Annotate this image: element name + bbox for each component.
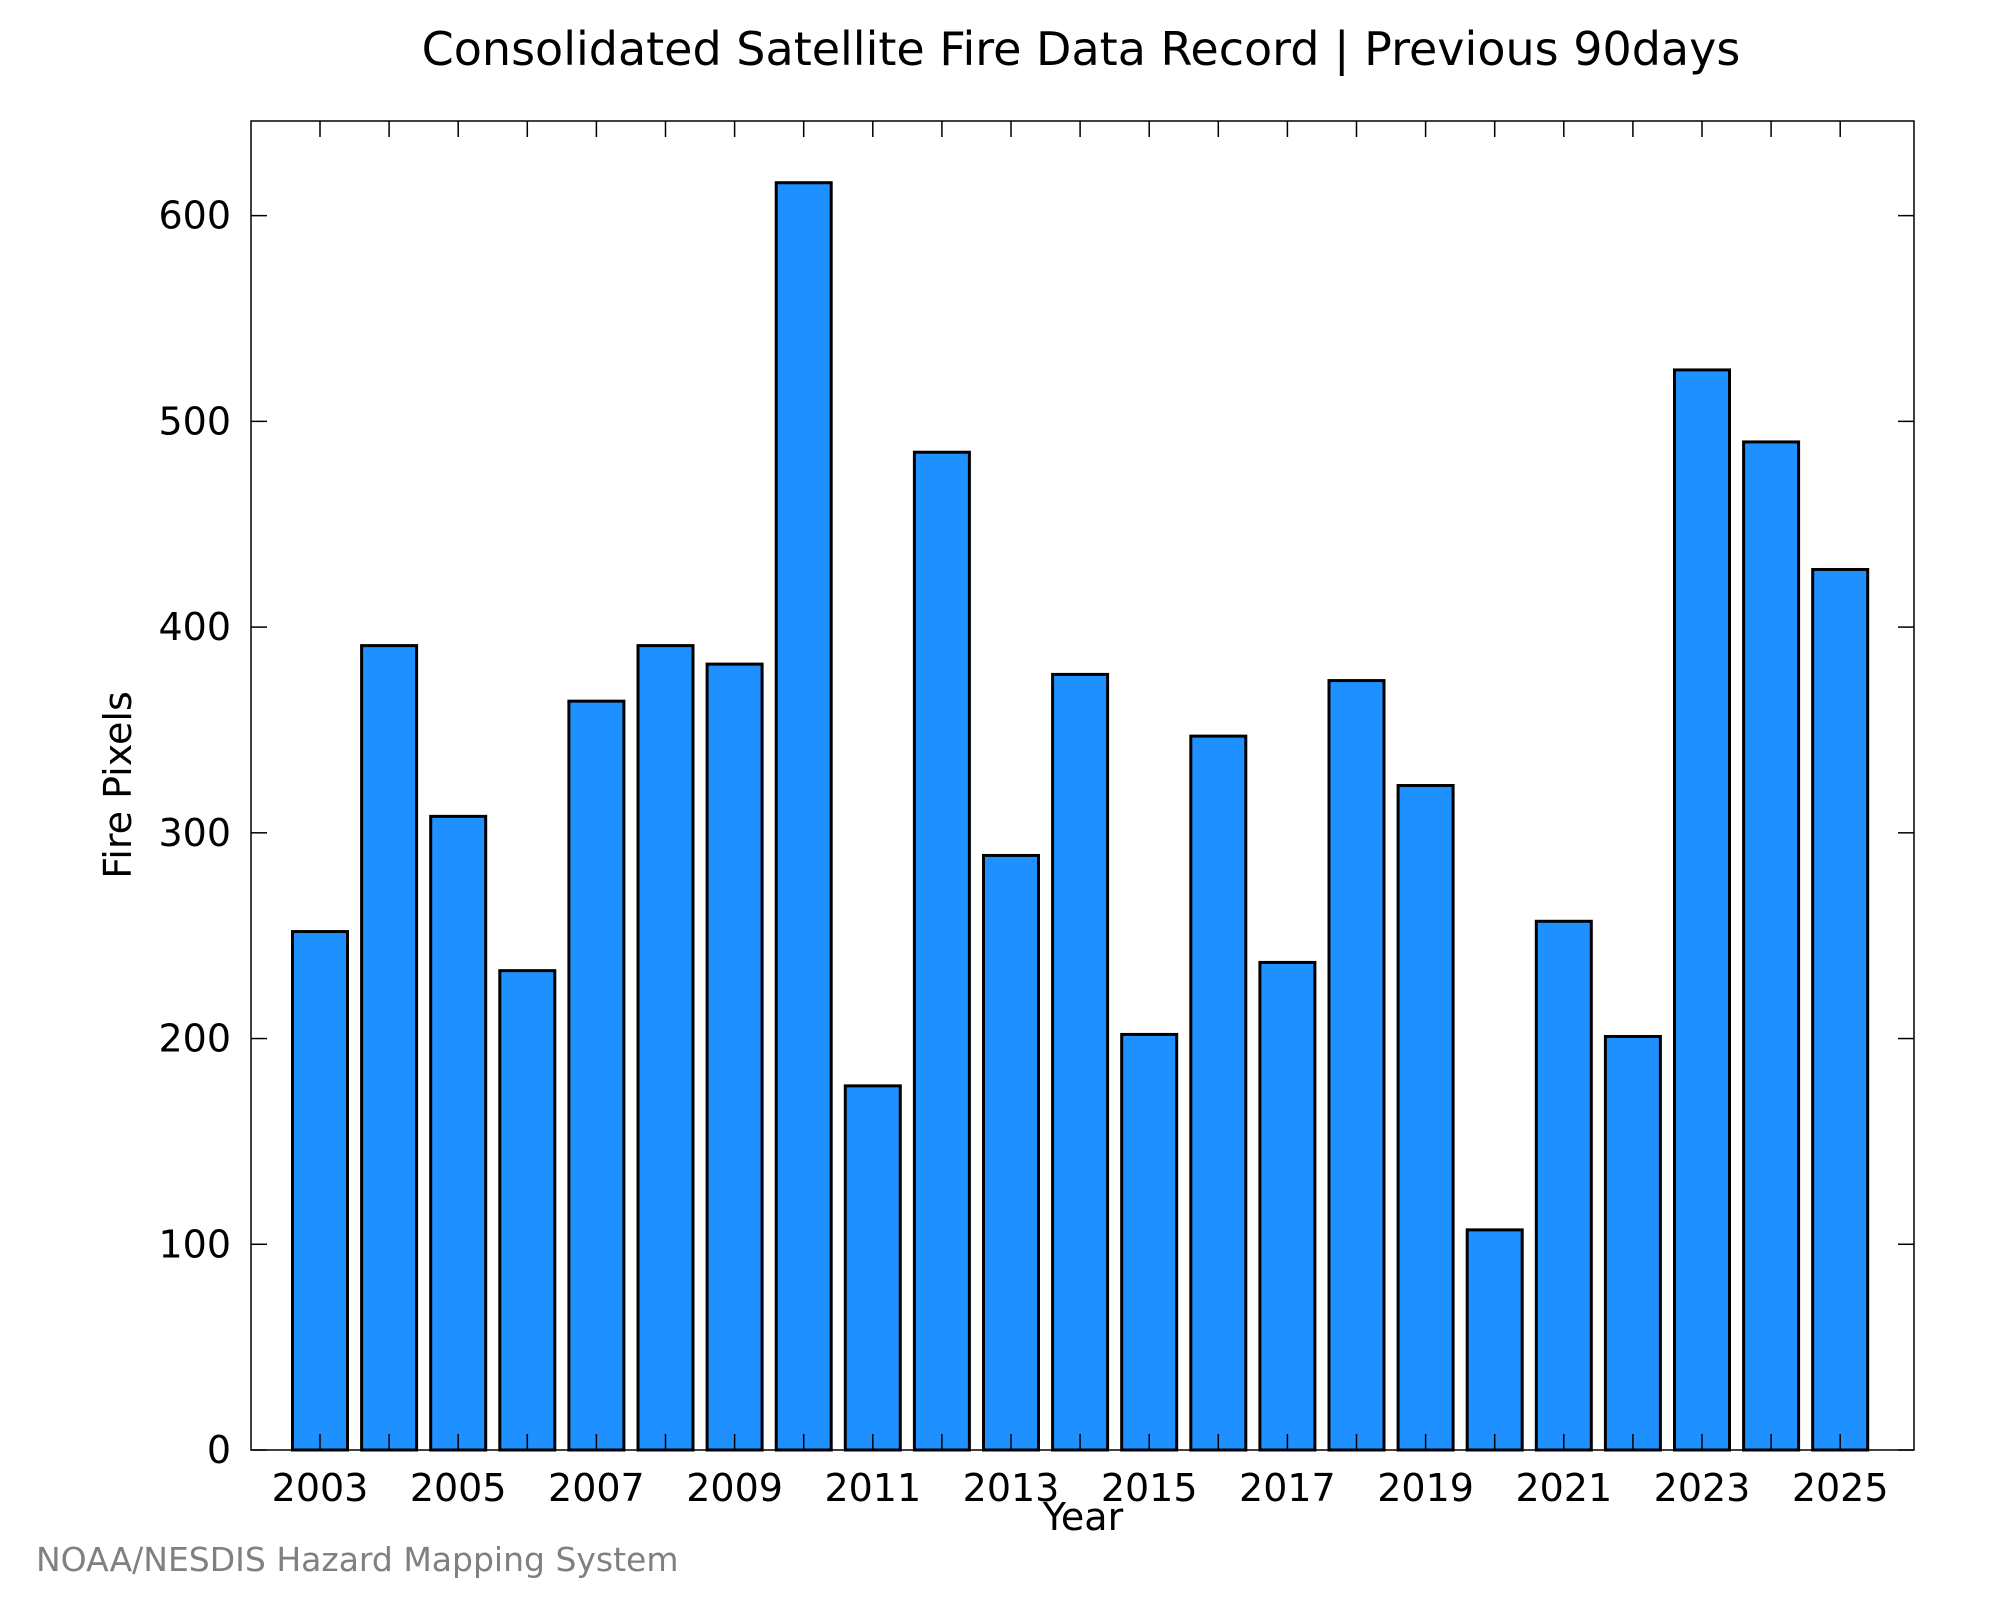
bar-2006 <box>498 969 557 1452</box>
bar-2007 <box>567 699 626 1452</box>
bar-2014 <box>1051 672 1110 1452</box>
y-tick-label-500: 500 <box>158 399 231 443</box>
x-tick-label-2021: 2021 <box>1515 1466 1612 1510</box>
bar-2009 <box>705 662 764 1452</box>
bar-2023 <box>1673 368 1731 1452</box>
x-tick-label-2011: 2011 <box>824 1466 921 1510</box>
x-tick-label-2007: 2007 <box>548 1466 645 1510</box>
bar-2003 <box>291 930 349 1452</box>
bar-series <box>291 181 1870 1452</box>
y-tick-label-300: 300 <box>158 811 231 855</box>
x-tick-label-2019: 2019 <box>1377 1466 1474 1510</box>
bar-2004 <box>360 644 419 1452</box>
bar-2011 <box>843 1084 902 1452</box>
x-tick-label-2023: 2023 <box>1654 1466 1751 1510</box>
bar-2019 <box>1396 784 1455 1452</box>
bar-2008 <box>636 644 695 1452</box>
y-tick-label-600: 600 <box>158 194 231 238</box>
x-tick-label-2017: 2017 <box>1239 1466 1336 1510</box>
chart-title: Consolidated Satellite Fire Data Record … <box>422 22 1741 77</box>
bar-2005 <box>429 814 488 1452</box>
y-tick-label-100: 100 <box>158 1222 231 1266</box>
x-axis-label: Year <box>1042 1495 1124 1539</box>
y-axis-label: Fire Pixels <box>96 691 140 879</box>
bar-2015 <box>1120 1032 1179 1452</box>
credit-text: NOAA/NESDIS Hazard Mapping System <box>36 1540 679 1579</box>
x-tick-label-2013: 2013 <box>963 1466 1060 1510</box>
bar-2017 <box>1258 960 1317 1452</box>
bar-2020 <box>1465 1228 1524 1452</box>
y-tick-label-0: 0 <box>207 1428 231 1472</box>
x-tick-label-2003: 2003 <box>272 1466 369 1510</box>
bar-2025 <box>1811 567 1870 1452</box>
bar-2013 <box>982 853 1040 1452</box>
bar-2010 <box>774 181 833 1452</box>
y-tick-label-400: 400 <box>158 605 231 649</box>
x-tick-label-2015: 2015 <box>1101 1466 1198 1510</box>
x-tick-label-2025: 2025 <box>1792 1466 1889 1510</box>
bar-2022 <box>1603 1034 1662 1452</box>
bar-2016 <box>1189 734 1248 1452</box>
x-tick-label-2009: 2009 <box>686 1466 783 1510</box>
bar-2024 <box>1742 440 1801 1452</box>
y-tick-label-200: 200 <box>158 1017 231 1061</box>
bar-2021 <box>1534 919 1593 1452</box>
bar-2012 <box>912 450 971 1452</box>
axis-ticks: 0 100 200 300 400 500 600 2003 2005 2007 2009 2011 2… <box>158 121 1914 1510</box>
x-tick-label-2005: 2005 <box>410 1466 507 1510</box>
bar-2018 <box>1327 679 1386 1452</box>
